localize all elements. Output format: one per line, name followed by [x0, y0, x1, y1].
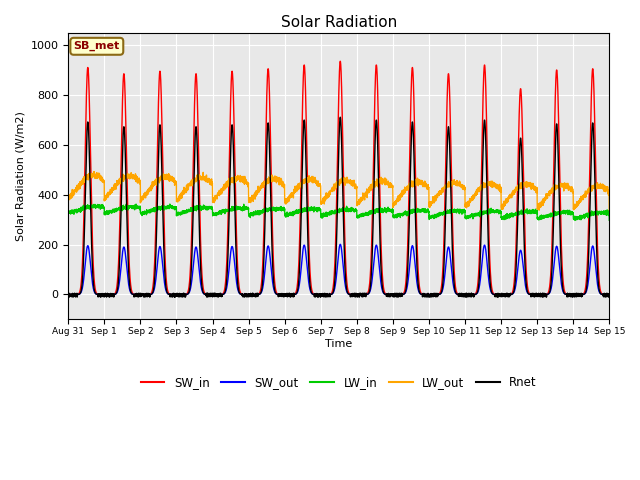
SW_out — [337, 241, 344, 247]
SW_out — [65, 291, 72, 297]
SW_in — [460, 291, 468, 297]
LW_out — [90, 168, 98, 174]
LW_in — [162, 204, 170, 210]
Title: Solar Radiation: Solar Radiation — [280, 15, 397, 30]
LW_in — [605, 217, 613, 223]
SW_out — [605, 291, 612, 297]
LW_out — [605, 191, 612, 196]
Line: Rnet: Rnet — [68, 117, 609, 297]
LW_out — [65, 199, 72, 205]
SW_out — [605, 291, 613, 297]
SW_in — [337, 59, 344, 64]
SW_out — [162, 286, 170, 291]
Line: SW_out: SW_out — [68, 244, 609, 294]
SW_in — [319, 291, 326, 297]
X-axis label: Time: Time — [325, 339, 353, 349]
Rnet — [430, 293, 438, 299]
LW_in — [65, 208, 72, 214]
LW_in — [319, 213, 326, 219]
SW_in — [491, 291, 499, 297]
Text: SB_met: SB_met — [74, 41, 120, 51]
LW_out — [319, 196, 326, 202]
Y-axis label: Solar Radiation (W/m2): Solar Radiation (W/m2) — [15, 111, 25, 241]
LW_out — [430, 200, 438, 205]
SW_out — [319, 291, 326, 297]
Rnet — [605, 294, 612, 300]
Rnet — [65, 293, 72, 299]
LW_in — [460, 208, 468, 214]
LW_out — [535, 207, 543, 213]
LW_out — [460, 183, 468, 189]
Line: LW_in: LW_in — [68, 204, 609, 220]
SW_out — [460, 291, 468, 297]
SW_in — [605, 291, 613, 297]
Line: LW_out: LW_out — [68, 171, 609, 210]
LW_in — [430, 213, 438, 219]
LW_in — [166, 201, 173, 207]
Rnet — [460, 292, 468, 298]
LW_out — [162, 176, 170, 181]
Legend: SW_in, SW_out, LW_in, LW_out, Rnet: SW_in, SW_out, LW_in, LW_out, Rnet — [136, 372, 541, 394]
LW_out — [605, 207, 613, 213]
SW_in — [162, 264, 170, 270]
SW_out — [430, 291, 438, 297]
Rnet — [604, 294, 612, 300]
LW_in — [491, 208, 499, 214]
Line: SW_in: SW_in — [68, 61, 609, 294]
Rnet — [605, 294, 613, 300]
Rnet — [162, 279, 170, 285]
Rnet — [337, 114, 344, 120]
Rnet — [319, 292, 326, 298]
SW_in — [430, 291, 438, 297]
SW_out — [491, 291, 499, 297]
LW_in — [605, 208, 612, 214]
SW_in — [65, 291, 72, 297]
Rnet — [491, 293, 499, 299]
SW_in — [605, 291, 612, 297]
LW_out — [491, 183, 499, 189]
